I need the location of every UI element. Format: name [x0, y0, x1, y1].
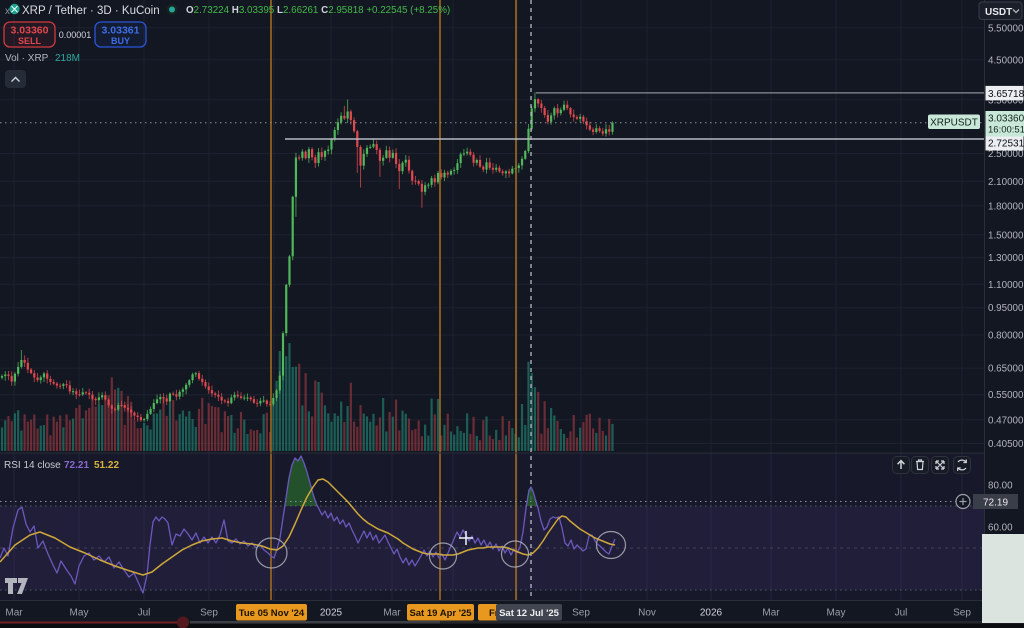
svg-text:Tue 05 Nov '24: Tue 05 Nov '24 [239, 608, 305, 619]
svg-text:0.40500: 0.40500 [988, 439, 1024, 450]
svg-text:Fr: Fr [489, 608, 499, 619]
svg-text:2.50000: 2.50000 [988, 149, 1024, 160]
svg-text:SELL: SELL [18, 36, 42, 46]
svg-text:Mar: Mar [383, 608, 401, 619]
svg-text:BUY: BUY [111, 36, 130, 46]
svg-text:Mar: Mar [5, 608, 23, 619]
svg-text:2.72531: 2.72531 [988, 139, 1024, 150]
svg-text:2025: 2025 [320, 608, 343, 619]
svg-text:May: May [70, 608, 89, 619]
svg-text:0.47000: 0.47000 [988, 415, 1024, 426]
svg-text:Sep: Sep [572, 608, 590, 619]
svg-text:XRPUSDT: XRPUSDT [930, 118, 978, 129]
svg-text:80.00: 80.00 [988, 481, 1013, 492]
svg-text:1.10000: 1.10000 [988, 280, 1024, 291]
svg-text:Sat 19 Apr '25: Sat 19 Apr '25 [409, 608, 472, 619]
svg-text:XRP / Tether · 3D · KuCoin: XRP / Tether · 3D · KuCoin [22, 5, 160, 17]
svg-text:5.50000: 5.50000 [988, 23, 1024, 34]
svg-text:1.50000: 1.50000 [988, 230, 1024, 241]
svg-text:0.95000: 0.95000 [988, 303, 1024, 314]
svg-text:0.55000: 0.55000 [988, 390, 1024, 401]
svg-text:Jul: Jul [138, 608, 151, 619]
svg-text:16:00:51: 16:00:51 [988, 125, 1024, 136]
svg-text:0.65000: 0.65000 [988, 364, 1024, 375]
svg-text:May: May [827, 608, 846, 619]
svg-text:3.65718: 3.65718 [988, 89, 1024, 100]
svg-text:60.00: 60.00 [988, 523, 1013, 534]
svg-text:Sep: Sep [953, 608, 971, 619]
svg-text:USDT: USDT [985, 7, 1012, 18]
svg-text:O2.73224 H3.03395 L2.66261 C2.: O2.73224 H3.03395 L2.66261 C2.95818 +0.2… [186, 5, 450, 16]
svg-text:Sat 12 Jul '25: Sat 12 Jul '25 [499, 608, 560, 619]
svg-text:2.10000: 2.10000 [988, 177, 1024, 188]
svg-text:0.00001: 0.00001 [59, 30, 92, 40]
svg-text:1.30000: 1.30000 [988, 253, 1024, 264]
svg-text:0.80000: 0.80000 [988, 331, 1024, 342]
svg-text:3.50000: 3.50000 [988, 95, 1024, 106]
svg-text:Mar: Mar [762, 608, 780, 619]
svg-text:x: x [5, 6, 10, 17]
svg-text:72.21: 72.21 [64, 460, 89, 471]
svg-text:Jul: Jul [895, 608, 908, 619]
svg-text:3.03360: 3.03360 [988, 114, 1024, 125]
svg-text:3.03361: 3.03361 [102, 25, 140, 37]
svg-text:1.80000: 1.80000 [988, 201, 1024, 212]
svg-text:4.50000: 4.50000 [988, 55, 1024, 66]
svg-text:51.22: 51.22 [94, 460, 119, 471]
svg-text:RSI 14 close: RSI 14 close [4, 460, 61, 471]
svg-text:Vol · XRP: Vol · XRP [5, 53, 49, 64]
svg-text:Sep: Sep [200, 608, 218, 619]
svg-text:2026: 2026 [700, 608, 723, 619]
svg-text:Nov: Nov [638, 608, 656, 619]
svg-text:72.19: 72.19 [983, 498, 1008, 509]
svg-text:3.03360: 3.03360 [11, 25, 49, 37]
svg-text:218M: 218M [55, 53, 80, 64]
